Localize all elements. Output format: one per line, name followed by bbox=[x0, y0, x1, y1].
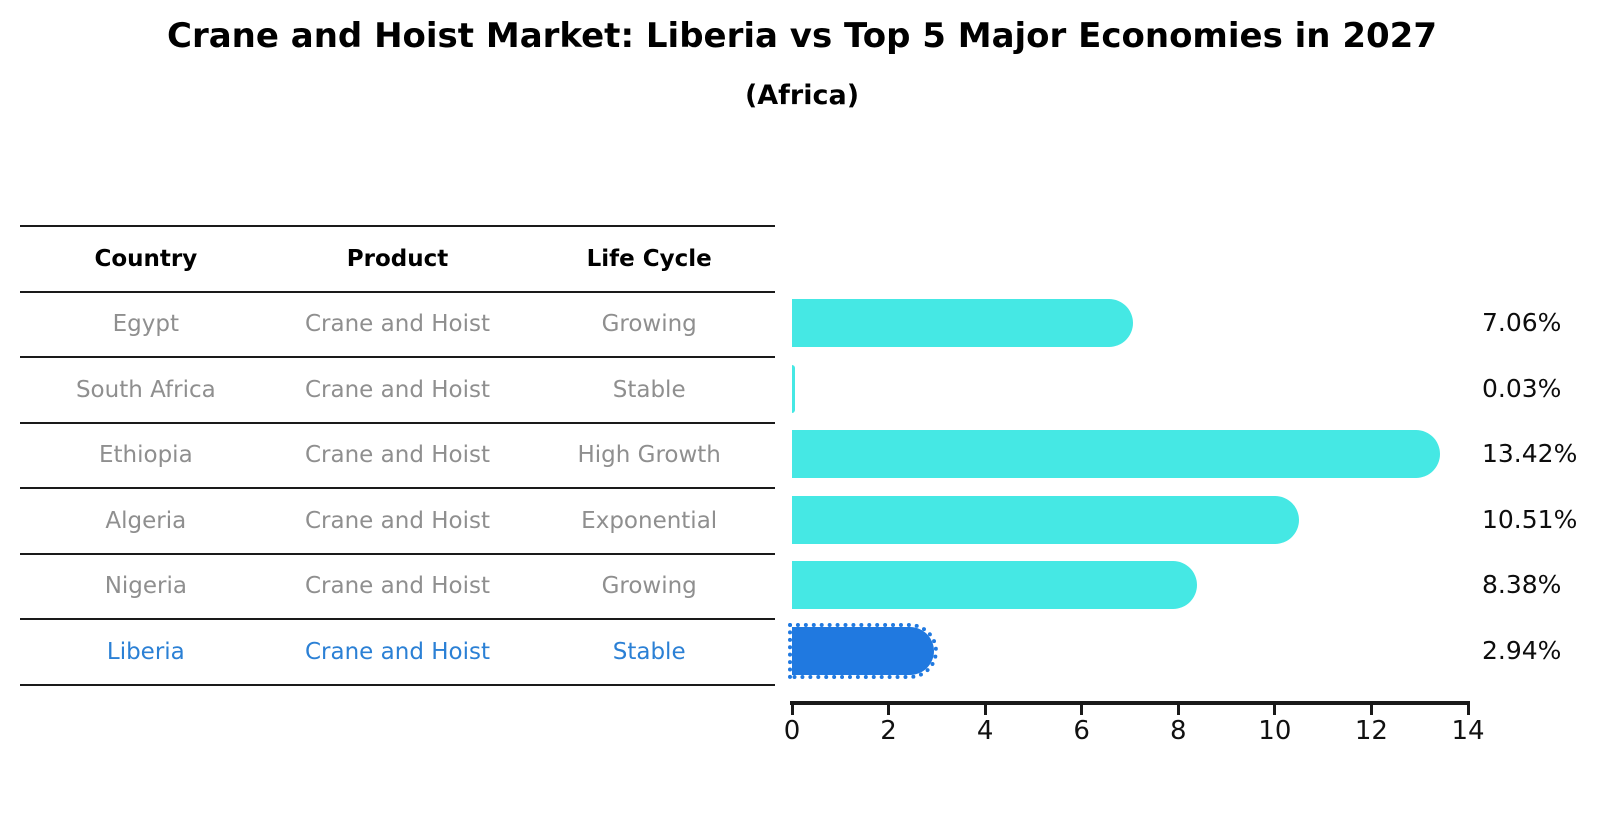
cell-country: Egypt bbox=[112, 311, 180, 338]
value-label-liberia: 2.94% bbox=[1482, 635, 1562, 665]
x-tick-label-4: 4 bbox=[976, 716, 994, 746]
bar-liberia bbox=[788, 622, 938, 679]
table-row-algeria: Algeria Crane and Hoist Exponential bbox=[20, 489, 775, 555]
cell-life-cycle: Growing bbox=[601, 311, 697, 338]
bar-ethiopia bbox=[792, 430, 1440, 479]
x-tick-mark-4 bbox=[983, 705, 987, 715]
cell-life-cycle: Stable bbox=[612, 376, 686, 403]
cell-life-cycle: Stable bbox=[612, 638, 686, 665]
x-tick-mark-12 bbox=[1369, 705, 1373, 715]
column-header-country: Country bbox=[94, 245, 198, 272]
cell-country: Liberia bbox=[106, 638, 185, 665]
cell-country: Ethiopia bbox=[98, 442, 193, 469]
value-label-nigeria: 8.38% bbox=[1482, 570, 1562, 600]
x-tick-label-8: 8 bbox=[1170, 716, 1187, 746]
x-tick-mark-8 bbox=[1176, 705, 1180, 715]
x-tick-label-0: 0 bbox=[783, 716, 801, 746]
cell-country: Nigeria bbox=[104, 573, 187, 600]
column-header-lifecycle: Life Cycle bbox=[586, 245, 712, 272]
table-row-south-africa: South Africa Crane and Hoist Stable bbox=[20, 358, 775, 424]
x-tick-label-6: 6 bbox=[1073, 716, 1090, 746]
x-tick-mark-0 bbox=[790, 705, 794, 715]
cell-product: Crane and Hoist bbox=[305, 311, 490, 338]
cell-product: Crane and Hoist bbox=[305, 573, 490, 600]
x-tick-label-10: 10 bbox=[1258, 716, 1292, 746]
cell-life-cycle: Exponential bbox=[581, 507, 718, 534]
cell-product: Crane and Hoist bbox=[305, 507, 490, 534]
value-label-ethiopia: 13.42% bbox=[1482, 439, 1578, 469]
x-tick-mark-14 bbox=[1466, 705, 1470, 715]
bar-nigeria bbox=[792, 561, 1197, 610]
x-tick-mark-10 bbox=[1273, 705, 1277, 715]
table-row-liberia: Liberia Crane and Hoist Stable bbox=[20, 620, 775, 686]
cell-product: Crane and Hoist bbox=[305, 442, 490, 469]
x-tick-label-2: 2 bbox=[880, 716, 897, 746]
x-axis-line bbox=[790, 701, 1470, 705]
cell-product: Crane and Hoist bbox=[305, 376, 490, 403]
x-tick-label-14: 14 bbox=[1451, 716, 1485, 746]
cell-product: Crane and Hoist bbox=[305, 638, 490, 665]
value-label-algeria: 10.51% bbox=[1482, 504, 1578, 534]
x-tick-mark-2 bbox=[887, 705, 891, 715]
x-tick-label-12: 12 bbox=[1354, 716, 1388, 746]
table-row-ethiopia: Ethiopia Crane and Hoist High Growth bbox=[20, 424, 775, 489]
x-tick-mark-6 bbox=[1080, 705, 1084, 715]
table-row-egypt: Egypt Crane and Hoist Growing bbox=[20, 293, 775, 358]
cell-country: South Africa bbox=[75, 376, 216, 403]
column-header-product: Product bbox=[346, 245, 449, 272]
cell-country: Algeria bbox=[105, 507, 187, 534]
bar-egypt bbox=[792, 299, 1133, 348]
bar-algeria bbox=[792, 495, 1300, 544]
cell-life-cycle: High Growth bbox=[577, 442, 721, 469]
value-label-south-africa: 0.03% bbox=[1482, 373, 1562, 403]
value-label-egypt: 7.06% bbox=[1482, 308, 1562, 338]
table-header-row: Country Product Life Cycle bbox=[20, 227, 775, 293]
chart-title: Crane and Hoist Market: Liberia vs Top 5… bbox=[167, 16, 1437, 56]
country-info-table: Country Product Life Cycle Egypt Crane an… bbox=[20, 225, 775, 686]
bar-south-africa bbox=[792, 364, 795, 413]
table-row-nigeria: Nigeria Crane and Hoist Growing bbox=[20, 555, 775, 620]
chart-subtitle: (Africa) bbox=[744, 80, 860, 111]
table-body: Egypt Crane and Hoist Growing South Africa C… bbox=[20, 293, 775, 686]
cell-life-cycle: Growing bbox=[601, 573, 697, 600]
